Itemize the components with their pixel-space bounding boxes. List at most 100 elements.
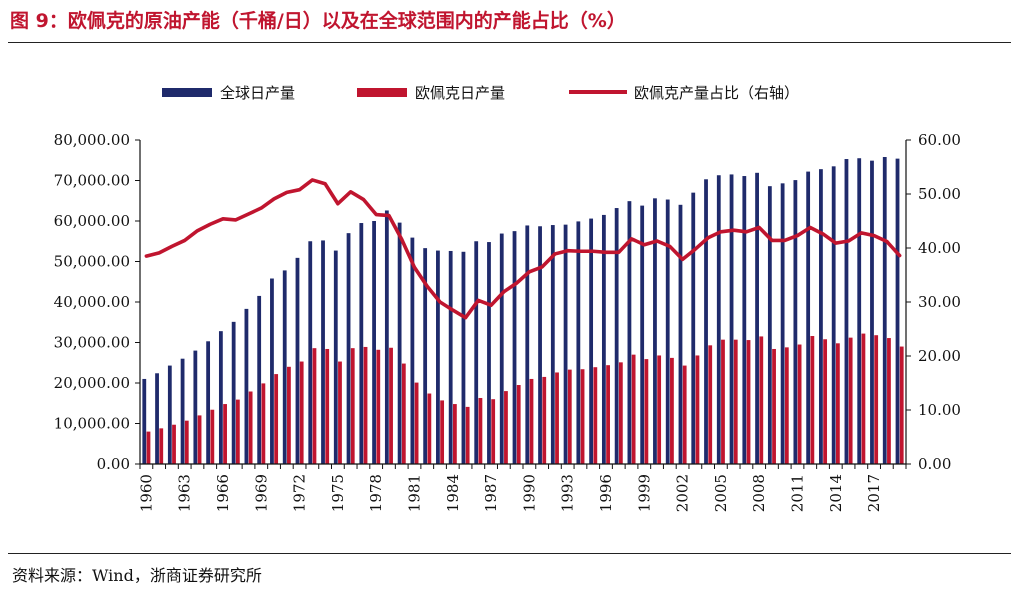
bar-world-2008: [755, 172, 759, 464]
x-tick-label: 1981: [405, 474, 423, 512]
bar-world-1969: [257, 295, 262, 464]
bar-opec-2002: [682, 365, 687, 464]
bar-world-2016: [857, 158, 862, 465]
bar-opec-1980: [401, 363, 406, 464]
bar-opec-1963: [184, 420, 189, 464]
bar-world-2007: [742, 176, 747, 465]
bar-world-1971: [282, 270, 287, 464]
bar-world-2013: [819, 169, 823, 464]
left-tick-label: 20,000.00: [54, 374, 130, 392]
chart-legend: 全球日产量 欧佩克日产量 欧佩克产量占比（右轴）: [162, 84, 799, 102]
share-line: [144, 178, 902, 320]
x-tick-label: 1978: [367, 474, 385, 512]
bar-opec-2001: [670, 357, 674, 464]
bar-world-1981: [410, 237, 415, 464]
bar-opec-1976: [350, 348, 355, 464]
bar-world-1961: [155, 373, 159, 464]
bar-world-2001: [665, 199, 670, 464]
bar-world-2015: [844, 159, 849, 464]
left-tick-label: 60,000.00: [54, 212, 130, 230]
bar-opec-1985: [465, 406, 470, 464]
bar-world-2018: [882, 157, 887, 464]
bar-world-1980: [397, 222, 402, 464]
bar-opec-1997: [618, 362, 623, 464]
bar-opec-1969: [261, 383, 266, 464]
bar-opec-1987: [491, 399, 496, 464]
bar-opec-1981: [414, 382, 419, 464]
bar-opec-1984: [452, 404, 457, 464]
bar-world-1970: [270, 278, 274, 464]
bar-opec-2007: [746, 340, 751, 464]
bar-world-1983: [436, 250, 440, 464]
bar-opec-2006: [733, 339, 738, 464]
bar-opec-1965: [210, 409, 215, 464]
bar-opec-1978: [376, 349, 381, 464]
bar-world-1975: [333, 250, 338, 464]
bar-opec-1974: [325, 348, 330, 464]
bar-world-1977: [359, 223, 364, 464]
bar-world-2003: [691, 192, 696, 464]
x-tick-label: 1987: [482, 474, 500, 512]
right-tick-label: 30.00: [918, 293, 961, 311]
bar-opec-1989: [516, 385, 521, 464]
bar-world-1960: [142, 378, 147, 464]
bar-opec-1964: [197, 415, 202, 464]
x-tick-label: 2008: [750, 474, 768, 512]
bar-world-2000: [653, 198, 657, 464]
bar-opec-1960: [146, 431, 151, 464]
x-tick-label: 2017: [865, 474, 883, 512]
bar-opec-1995: [593, 367, 598, 464]
bar-opec-1991: [542, 376, 547, 464]
bar-world-1982: [423, 248, 428, 464]
bar-opec-2018: [887, 338, 891, 464]
x-tick-label: 1975: [329, 474, 347, 512]
x-tick-label: 2002: [674, 474, 692, 512]
bar-world-1995: [589, 218, 594, 464]
title-rule: [8, 42, 1011, 43]
left-tick-label: 30,000.00: [54, 334, 130, 352]
bar-opec-2000: [657, 355, 662, 464]
bar-world-1990: [525, 225, 530, 464]
legend-label-world: 全球日产量: [220, 84, 295, 102]
bar-opec-1977: [363, 346, 368, 464]
bar-opec-1970: [274, 374, 279, 464]
bar-opec-2017: [874, 335, 879, 464]
bar-opec-1967: [235, 399, 240, 464]
bar-opec-2016: [861, 333, 866, 464]
bar-opec-1986: [478, 397, 483, 464]
legend-swatch-opec: [357, 88, 407, 97]
x-tick-label: 1999: [635, 474, 653, 512]
right-tick-label: 20.00: [918, 347, 961, 365]
legend-label-opec: 欧佩克日产量: [415, 84, 505, 102]
bar-opec-1979: [389, 347, 393, 464]
legend-swatch-world: [162, 88, 212, 97]
bar-world-1987: [487, 242, 491, 464]
bar-opec-1973: [312, 348, 317, 464]
left-tick-label: 80,000.00: [54, 131, 130, 149]
source-note: 资料来源：Wind，浙商证券研究所: [12, 566, 262, 585]
x-tick-label: 2011: [788, 474, 806, 512]
bar-world-2017: [870, 160, 874, 464]
bar-world-2006: [729, 174, 734, 464]
left-tick-label: 50,000.00: [54, 253, 130, 271]
right-tick-label: 60.00: [918, 131, 961, 149]
bar-world-1997: [614, 208, 619, 464]
bar-world-1962: [167, 365, 172, 464]
left-tick-label: 70,000.00: [54, 172, 130, 190]
x-tick-label: 1972: [291, 474, 309, 512]
right-tick-label: 40.00: [918, 239, 961, 257]
right-tick-label: 10.00: [918, 401, 961, 419]
bar-world-2010: [780, 183, 785, 464]
bar-world-1979: [384, 210, 389, 464]
bar-world-1963: [180, 358, 185, 464]
x-tick-label: 1966: [214, 474, 232, 512]
bar-world-2014: [831, 166, 836, 464]
source-rule: [8, 553, 1011, 554]
bar-opec-2009: [772, 348, 776, 464]
bar-opec-2014: [835, 343, 840, 464]
bar-world-1968: [244, 308, 249, 464]
bar-world-2002: [678, 204, 683, 465]
left-tick-label: 0.00: [97, 455, 130, 473]
bar-world-1967: [231, 321, 236, 464]
